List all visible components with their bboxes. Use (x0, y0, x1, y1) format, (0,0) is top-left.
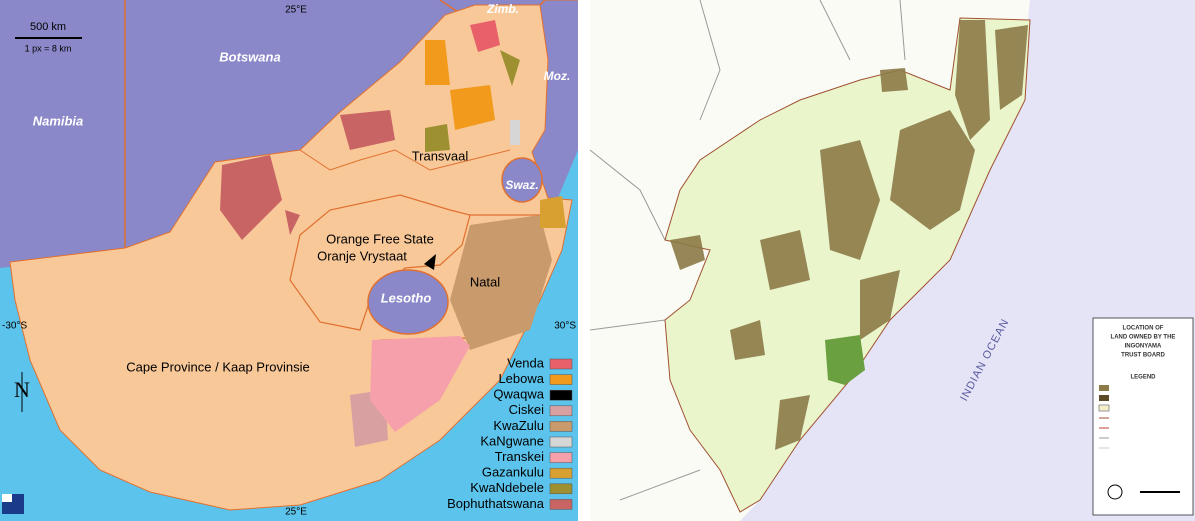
parallel-label: 30°S (554, 321, 576, 332)
legend-heading: LEGEND (1130, 375, 1156, 381)
trust-land-patch (775, 395, 810, 450)
country-label: Namibia (33, 113, 84, 128)
legend-title-line: TRUST BOARD (1121, 353, 1165, 359)
trust-land-patch (730, 320, 765, 360)
scale-ratio: 1 px = 8 km (25, 43, 72, 53)
homeland-patch (450, 85, 495, 130)
province-label: Natal (470, 274, 500, 289)
trust-land-patch (760, 230, 810, 290)
legend-label: Transkei (495, 449, 544, 464)
legend-swatch (549, 358, 573, 370)
trust-land-patch (995, 25, 1028, 110)
legend-swatches (1098, 385, 1180, 500)
trust-land-patch (955, 20, 990, 140)
homeland-patch (424, 254, 436, 270)
trust-land-patch (860, 270, 900, 340)
compass (1107, 484, 1123, 500)
legend-label: KaNgwane (480, 433, 544, 448)
homeland-patch (540, 196, 566, 228)
ocean (740, 0, 1195, 521)
homeland-patch (500, 50, 520, 86)
legend-label: Venda (507, 355, 545, 370)
highlight-area (825, 335, 865, 385)
legend-label: KwaZulu (493, 418, 544, 433)
legend-swatch (549, 389, 573, 401)
homeland-patch (425, 40, 450, 85)
homeland-patch (425, 124, 450, 152)
legend-label: Lebowa (498, 371, 544, 386)
homeland-patch (450, 215, 552, 350)
homeland-patch (510, 120, 520, 145)
country-label: Swaz. (505, 178, 538, 192)
legend-swatch (549, 374, 573, 385)
legend-label: KwaNdebele (470, 480, 544, 495)
legend-label: Qwaqwa (493, 387, 544, 402)
boundary (589, 0, 906, 501)
homeland-patch (340, 110, 395, 150)
province-label: Oranje Vrystaat (317, 248, 407, 263)
country-label: Botswana (219, 49, 280, 64)
swatch (1098, 404, 1110, 412)
province-label: Orange Free State (326, 231, 434, 246)
legend-swatch (549, 499, 573, 510)
swatch (1099, 385, 1109, 391)
legend-swatch (549, 421, 573, 432)
province-label: Transvaal (412, 148, 469, 163)
legend-label: Ciskei (509, 402, 545, 417)
parallel-label: -30°S (2, 321, 27, 332)
province-border (299, 149, 511, 171)
homeland-patch (370, 336, 470, 432)
trust-land-patch (890, 110, 975, 230)
legend-title-line: LOCATION OF (1123, 326, 1164, 332)
legend-label: Bophuthatswana (447, 496, 545, 511)
homeland-patch (285, 210, 300, 235)
legend-swatch (549, 405, 573, 417)
legend-label: Gazankulu (482, 465, 544, 480)
province-label: Cape Province / Kaap Provinsie (126, 359, 310, 374)
legend-swatch (549, 483, 573, 495)
country-label: Zimb. (486, 2, 519, 16)
meridian-label: 25°E (285, 507, 307, 518)
swaziland (501, 157, 543, 203)
trust-land-patch (670, 235, 705, 270)
swatch (1099, 395, 1109, 401)
country-label: Moz. (544, 69, 571, 83)
legend-title: LOCATION OF LAND OWNED BY THE INGONYAMA TRU… (1111, 326, 1176, 359)
lesotho (367, 269, 449, 335)
trust-land (670, 20, 1028, 450)
flag (2, 494, 12, 502)
legend-title-line: INGONYAMA (1125, 344, 1162, 350)
legend-swatch (549, 436, 573, 448)
legend: VendaLebowaQwaqwaCiskeiKwaZuluKaNgwaneTr… (447, 355, 573, 511)
legend-title-line: LAND OWNED BY THE (1111, 335, 1176, 341)
trust-land-patch (820, 140, 880, 260)
scale-distance: 500 km (30, 21, 66, 33)
trust-land-patch (880, 68, 908, 92)
homeland-patch (470, 20, 500, 52)
country-label: Lesotho (381, 290, 432, 305)
left-map: 500 km 1 px = 8 km 25°E 25°E -30°S 30°S … (0, 0, 578, 521)
homeland-patch (220, 155, 282, 240)
province-border (289, 194, 471, 331)
legend-swatch (549, 452, 573, 463)
legend-box (1092, 317, 1194, 516)
legend-swatch (549, 467, 573, 479)
meridian-label: 25°E (285, 5, 307, 16)
homelands (220, 20, 566, 447)
